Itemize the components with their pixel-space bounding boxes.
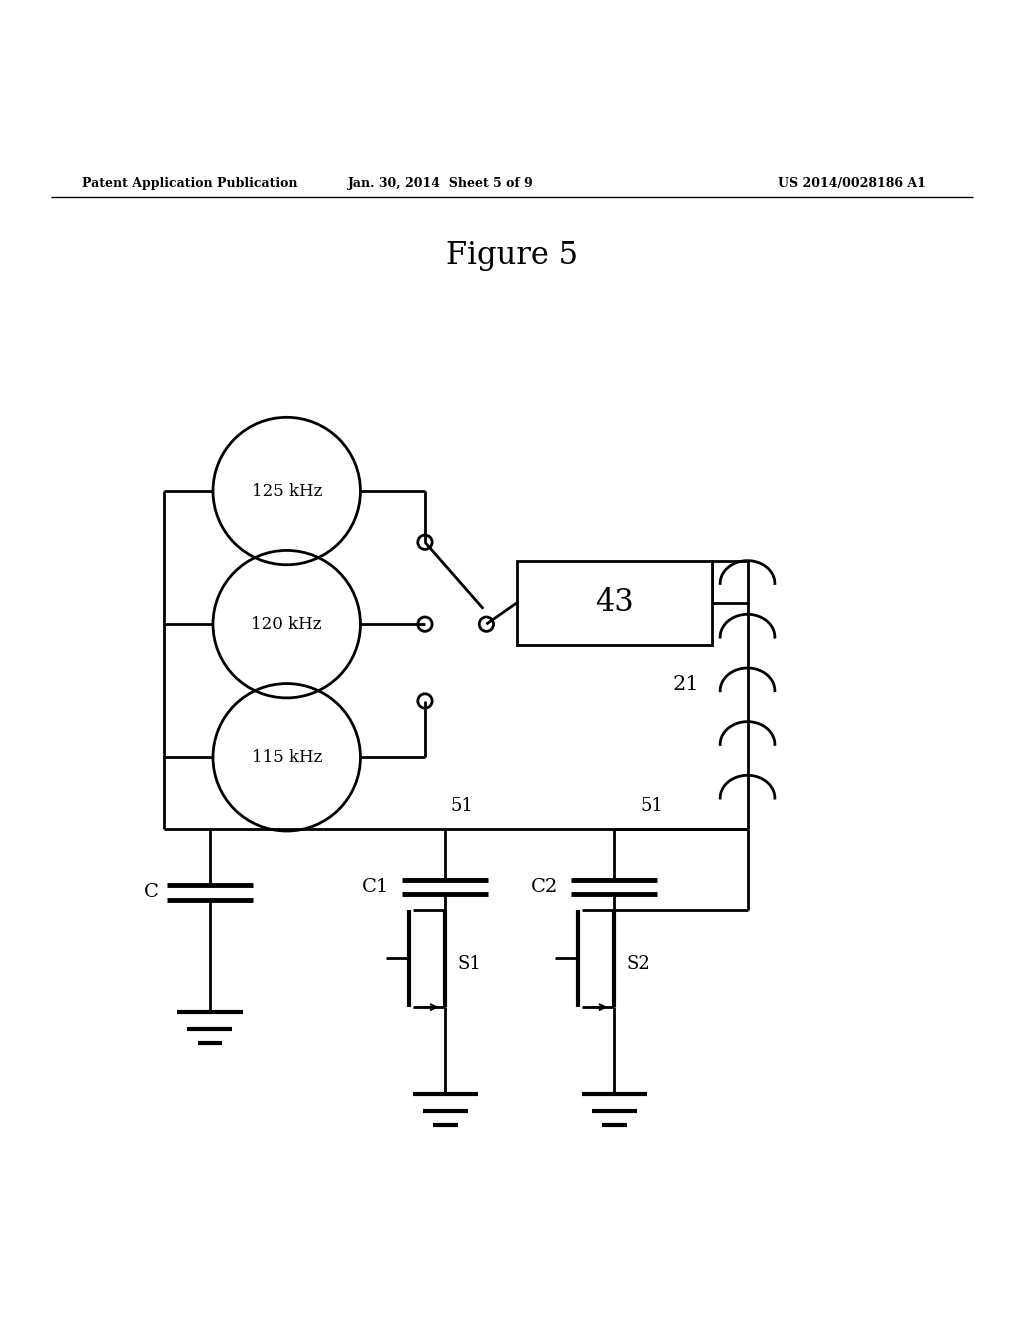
Text: 51: 51 bbox=[451, 797, 473, 816]
Text: S2: S2 bbox=[627, 954, 650, 973]
Text: 21: 21 bbox=[673, 675, 699, 694]
Text: S1: S1 bbox=[458, 954, 481, 973]
Bar bbox=[517, 561, 712, 644]
Text: C1: C1 bbox=[361, 878, 389, 896]
Text: 43: 43 bbox=[595, 587, 634, 618]
Text: C2: C2 bbox=[530, 878, 558, 896]
Text: Patent Application Publication: Patent Application Publication bbox=[82, 177, 297, 190]
Text: C: C bbox=[143, 883, 159, 902]
Text: Jan. 30, 2014  Sheet 5 of 9: Jan. 30, 2014 Sheet 5 of 9 bbox=[347, 177, 534, 190]
Text: 125 kHz: 125 kHz bbox=[252, 483, 322, 499]
Text: 51: 51 bbox=[640, 797, 663, 816]
Text: US 2014/0028186 A1: US 2014/0028186 A1 bbox=[778, 177, 926, 190]
Text: Figure 5: Figure 5 bbox=[445, 240, 579, 271]
Text: 120 kHz: 120 kHz bbox=[252, 615, 322, 632]
Text: 115 kHz: 115 kHz bbox=[252, 748, 322, 766]
